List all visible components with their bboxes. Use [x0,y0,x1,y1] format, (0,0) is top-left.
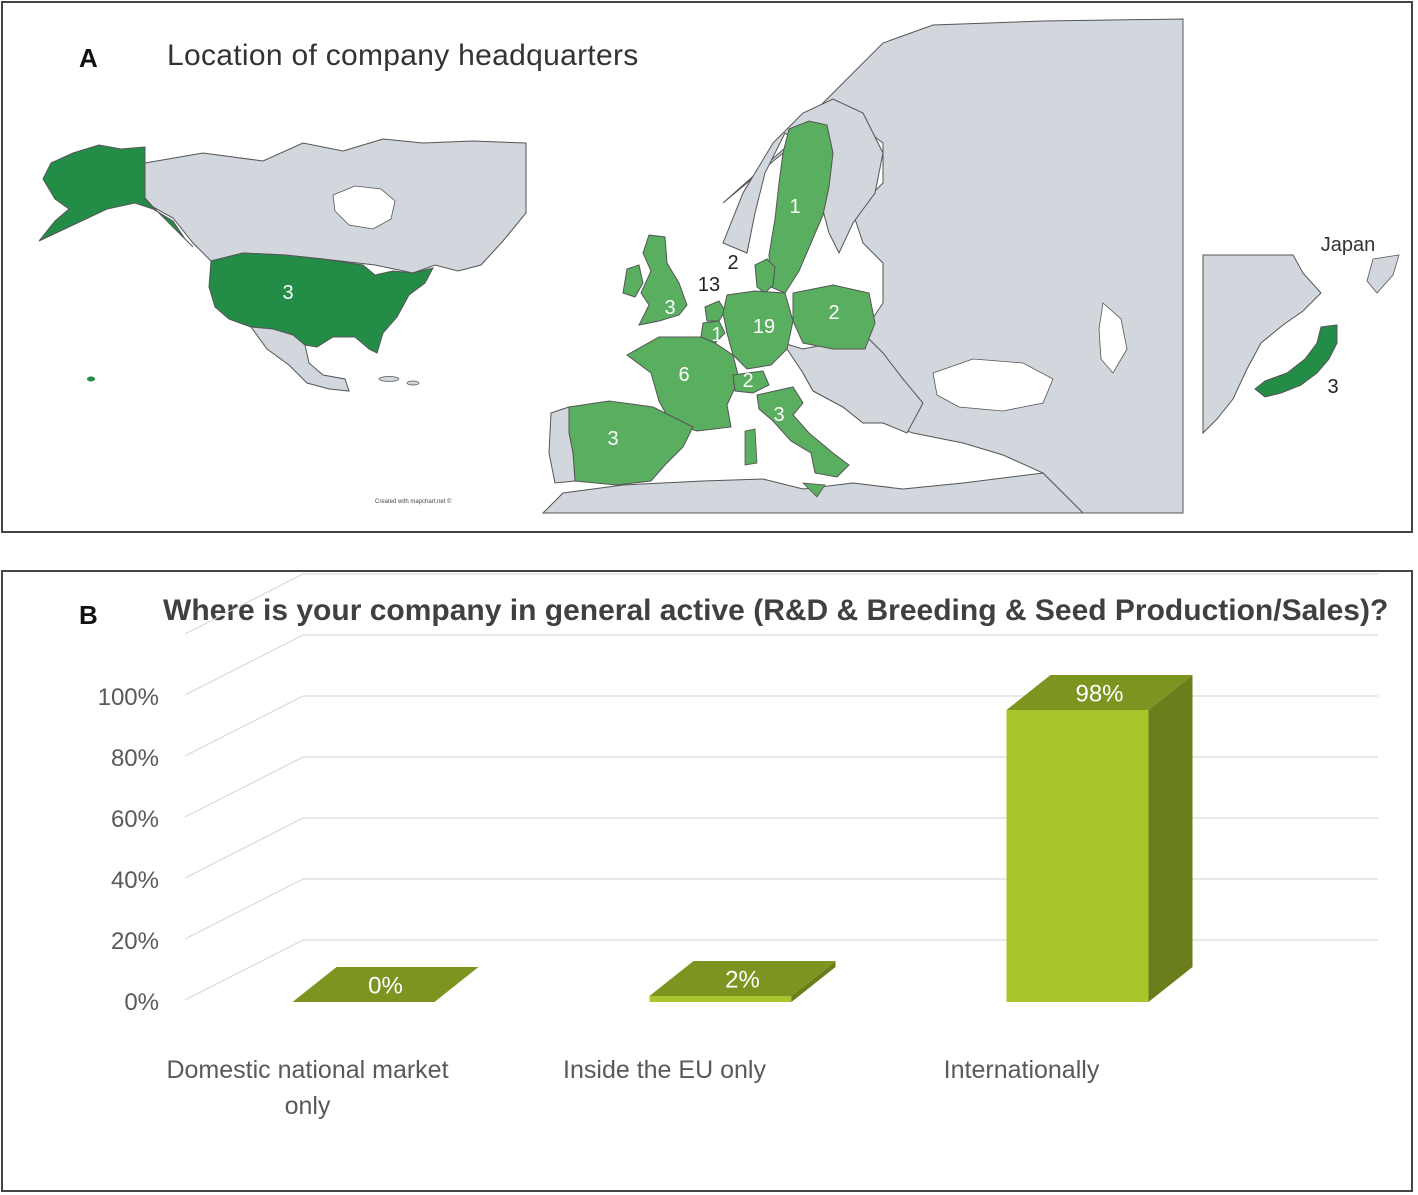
hudson-bay [332,185,396,230]
bar-side [791,961,836,1002]
portugal-shape [548,406,576,484]
count-netherlands: 13 [698,274,720,296]
netherlands-shape [704,300,726,322]
alaska-shape [38,144,194,248]
count-poland: 2 [828,302,839,324]
italy-shape [756,386,850,478]
mexico-shape [249,326,350,392]
bar-front [1006,709,1149,1002]
category-label: Internationally [944,1056,1100,1084]
category-label: Domestic national market only [166,1056,448,1120]
gridline-depth [184,573,304,635]
bar-front [649,996,792,1002]
y-tick-label: 60% [111,806,159,833]
france-shape [626,336,740,432]
gridline-depth [184,634,304,696]
north-america-inset: 3 [38,138,527,392]
bar-value-label: 2% [725,967,760,994]
sakhalin [1366,254,1400,294]
panel-b-label: B [79,600,98,630]
uk-shape [638,234,688,326]
bar-value-label: 98% [1075,680,1123,707]
count-sweden: 1 [789,196,800,218]
y-tick-label: 40% [111,867,159,894]
y-axis: 0% 20% 40% 60% 80% 100% [98,684,159,1016]
bar-value-label: 0% [368,973,403,1000]
gridline-depth [184,817,304,879]
count-switzerland: 2 [742,370,753,392]
map-title: Location of company headquarters [167,39,639,72]
count-uk: 3 [664,297,675,319]
panel-a-label: A [79,43,98,73]
activity-bar-chart: 0% 20% 40% 60% 80% 100% 0% 2% 98% Domestic nati… [98,573,1378,1120]
sicily-shape [801,482,826,498]
caspian-sea [1098,302,1128,374]
poland-shape [792,284,876,350]
japan-shape [1254,324,1338,398]
headquarters-map: 3 1 2 13 3 [38,18,1409,514]
denmark-shape [754,258,776,294]
panel-b: B Where is your company in general activ… [1,570,1413,1192]
y-tick-label: 100% [98,684,159,711]
map-credit: Created with mapchart.net © [375,499,452,505]
grid-layer [184,573,1378,1001]
count-japan: 3 [1327,376,1338,398]
japan-label: Japan [1321,234,1376,256]
count-denmark: 2 [727,252,738,274]
count-spain: 3 [607,428,618,450]
y-tick-label: 20% [111,928,159,955]
gridline-depth [184,756,304,818]
gridline-depth [184,695,304,757]
japan-inset: Japan 3 [1202,234,1409,471]
switzerland-shape [732,370,770,394]
count-usa: 3 [282,282,293,304]
count-france: 6 [678,364,689,386]
count-germany: 19 [753,316,775,338]
y-tick-label: 0% [124,989,159,1016]
sardinia-shape [744,428,758,466]
east-asia-land [1202,254,1322,435]
bar-layer: 0% 2% 98% [292,674,1193,1002]
bar-top [649,961,836,997]
gridline-depth [184,939,304,1001]
bar-top [292,967,479,1002]
bar-side [1148,674,1193,1002]
chart-title: Where is your company in general active … [163,594,1389,627]
y-tick-label: 80% [111,745,159,772]
norway-finland [722,98,884,255]
belgium-shape [700,320,726,344]
panel-a: A Location of company headquarters 3 [1,1,1413,533]
black-sea [932,358,1054,412]
bar-top [1006,674,1193,710]
sweden-shape [768,120,834,294]
europe-map: 1 2 13 3 1 19 2 6 2 3 3 [541,18,1184,514]
gridline-depth [184,878,304,940]
count-italy: 3 [773,404,784,426]
x-axis: Domestic national market only Inside the E… [166,1056,1099,1120]
category-label: Inside the EU only [563,1056,766,1084]
ireland-shape [622,264,644,298]
count-belgium: 1 [711,324,722,346]
germany-shape [722,290,794,370]
